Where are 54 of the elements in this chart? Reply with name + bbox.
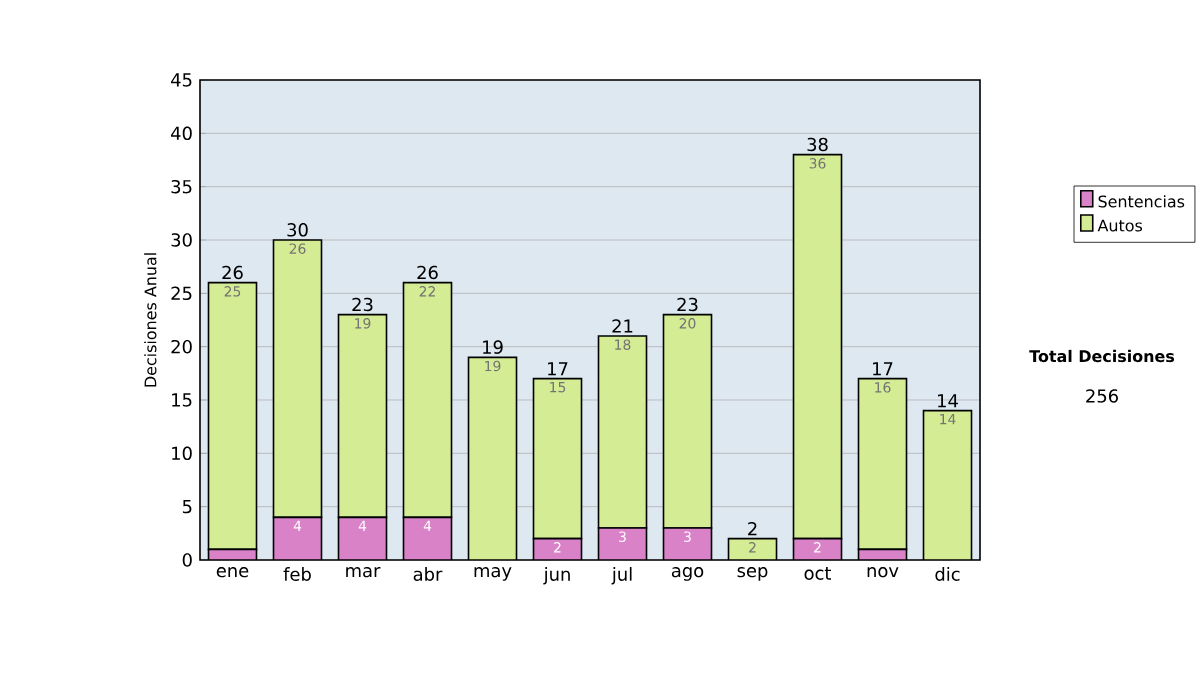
text: 256 <box>1086 389 1118 403</box>
bar <box>663 528 712 560</box>
total-label: 30 <box>287 223 308 237</box>
total-label: 38 <box>807 137 828 152</box>
bar <box>597 335 648 529</box>
total-label: 21 <box>612 319 633 333</box>
y-tick-label: 5 <box>182 500 192 514</box>
bar <box>598 528 647 560</box>
y-tick-label: 45 <box>171 73 192 87</box>
total-label: 2 <box>748 521 757 536</box>
total-label: 19 <box>483 340 503 354</box>
total-label: 26 <box>222 265 243 280</box>
bar <box>793 538 842 560</box>
x-tick-label: sep <box>737 567 768 581</box>
bar <box>532 377 583 540</box>
x-tick-label: abr <box>413 567 443 581</box>
x-tick-label: may <box>474 567 512 581</box>
x-tick-label: feb <box>283 567 311 581</box>
total-label: 23 <box>352 297 373 312</box>
bar <box>207 281 258 551</box>
x-tick-label: jun <box>543 567 570 585</box>
x-tick-label: mar <box>346 567 381 578</box>
x-tick-label: oct <box>804 567 832 580</box>
x-tick-label: ene <box>216 567 249 578</box>
total-label: 26 <box>417 265 438 280</box>
x-tick-label: jul <box>611 567 632 585</box>
y-tick-label: 10 <box>172 446 192 461</box>
bar <box>338 517 387 560</box>
y-tick-label: 40 <box>171 126 192 141</box>
total-label: 17 <box>873 362 893 376</box>
x-tick-label: dic <box>935 567 960 581</box>
y-tick-label: 0 <box>182 553 192 567</box>
bar <box>533 538 582 560</box>
total-label: 17 <box>548 362 568 376</box>
y-tick-label: 15 <box>172 393 192 407</box>
y-tick-label: 30 <box>171 233 192 247</box>
x-tick-label: ago <box>671 567 704 581</box>
bar <box>402 281 453 519</box>
bar <box>728 538 777 560</box>
bar <box>273 517 322 560</box>
x-tick-label: nov <box>867 567 899 578</box>
bar <box>662 313 713 529</box>
y-tick-label: 25 <box>171 286 192 301</box>
bar <box>403 517 452 560</box>
y-tick-label: 35 <box>171 179 192 194</box>
total-label: 14 <box>938 394 958 408</box>
bar <box>922 409 973 560</box>
bar <box>857 377 908 551</box>
y-tick-label: 20 <box>171 339 192 354</box>
bar <box>272 239 323 519</box>
total-label: 23 <box>677 297 698 312</box>
bar <box>792 153 843 540</box>
bar <box>468 357 517 560</box>
bar <box>337 313 388 519</box>
